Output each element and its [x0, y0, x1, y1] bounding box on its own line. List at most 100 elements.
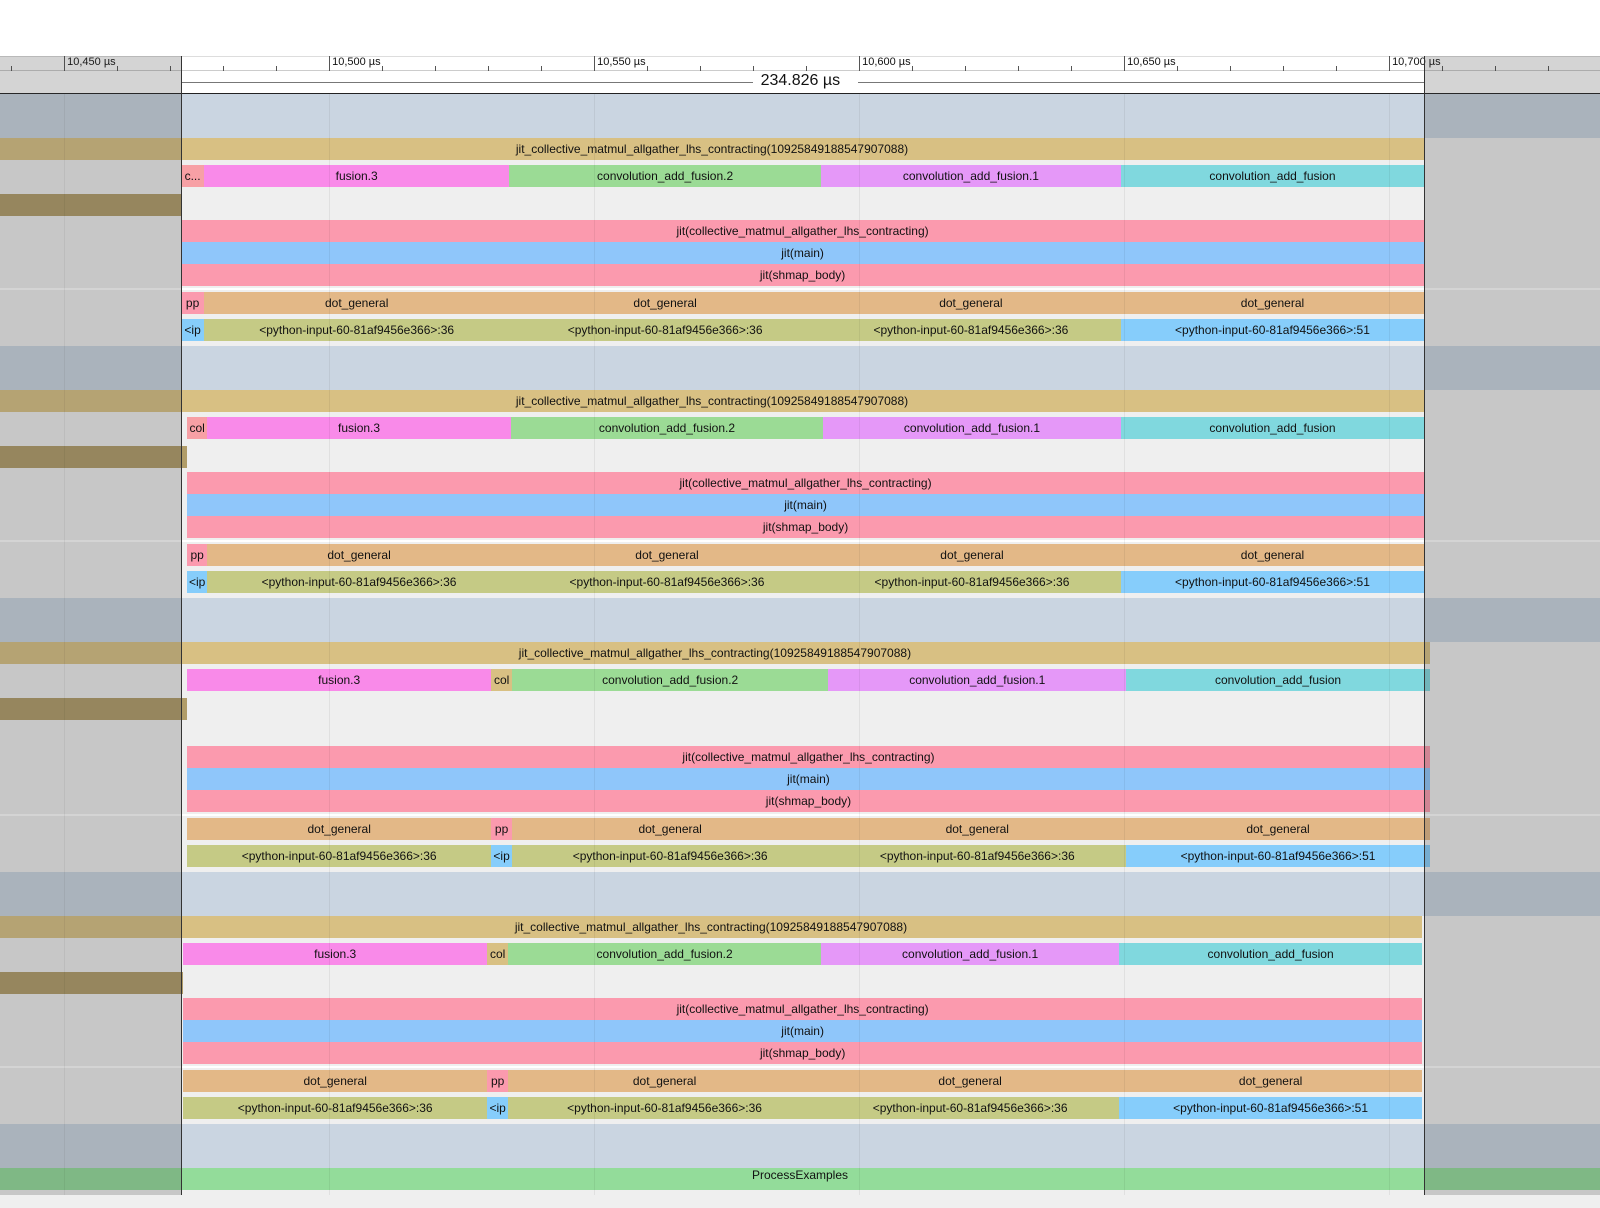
ruler-label: 10,700 µs	[1389, 56, 1441, 70]
op-slice[interactable]: convolution_add_fusion.2	[508, 943, 821, 965]
ruler-tick	[11, 66, 13, 71]
dot-track: dot_general pp dot_general dot_general dot_g…	[0, 816, 1600, 843]
ruler-label: 10,450 µs	[64, 56, 116, 70]
python-slice[interactable]: <python-input-60-81af9456e366>:51	[1120, 571, 1425, 593]
jit-slice[interactable]: jit(shmap_body)	[183, 1042, 1422, 1064]
ruler-tick	[488, 66, 490, 71]
dot-slice[interactable]: dot_general	[1126, 818, 1430, 840]
module-slice[interactable]: jit_collective_matmul_allgather_lhs_cont…	[0, 916, 1422, 938]
python-slice[interactable]: <python-input-60-81af9456e366>:36	[823, 571, 1121, 593]
dot-slice[interactable]: dot_general	[1120, 544, 1425, 566]
op-slice[interactable]: convolution_add_fusion.1	[823, 417, 1121, 439]
python-slice[interactable]: <python-input-60-81af9456e366>:36	[820, 319, 1121, 341]
op-slice[interactable]: convolution_add_fusion	[1119, 943, 1422, 965]
python-slice[interactable]: <python-input-60-81af9456e366>:36	[187, 845, 492, 867]
dot-slice[interactable]: pp	[491, 818, 512, 840]
ops-track: fusion.3 col convolution_add_fusion.2 convo…	[0, 941, 1600, 970]
python-slice[interactable]: <python-input-60-81af9456e366>:51	[1119, 1097, 1422, 1119]
op-slice[interactable]: col	[187, 417, 208, 439]
python-slice[interactable]: <python-input-60-81af9456e366>:36	[509, 319, 821, 341]
op-slice[interactable]: fusion.3	[187, 669, 492, 691]
ruler-tick	[753, 66, 755, 71]
ruler-tick	[276, 66, 278, 71]
dot-slice[interactable]: dot_general	[828, 818, 1127, 840]
dot-slice[interactable]: dot_general	[510, 544, 824, 566]
dot-slice[interactable]: dot_general	[204, 292, 510, 314]
dot-slice[interactable]: dot_general	[207, 544, 511, 566]
jit-slice[interactable]: jit(shmap_body)	[181, 264, 1425, 286]
op-slice[interactable]: c...	[181, 165, 205, 187]
python-slice[interactable]: <python-input-60-81af9456e366>:36	[508, 1097, 821, 1119]
module-slice[interactable]: jit_collective_matmul_allgather_lhs_cont…	[0, 642, 1430, 664]
python-slice[interactable]: <python-input-60-81af9456e366>:36	[510, 571, 824, 593]
dot-slice[interactable]: dot_general	[508, 1070, 821, 1092]
selection-start-handle[interactable]	[181, 56, 183, 1195]
dot-slice[interactable]: pp	[187, 544, 208, 566]
python-slice[interactable]: <python-input-60-81af9456e366>:36	[183, 1097, 488, 1119]
dot-slice[interactable]: dot_general	[820, 1070, 1120, 1092]
empty-track	[0, 970, 1600, 996]
ops-track: col fusion.3 convolution_add_fusion.2 convo…	[0, 415, 1600, 444]
op-slice[interactable]: convolution_add_fusion.1	[820, 165, 1121, 187]
measure-arrow-left	[181, 82, 753, 83]
dot-slice[interactable]: pp	[487, 1070, 509, 1092]
python-slice[interactable]: <ip	[181, 319, 205, 341]
dot-slice[interactable]: dot_general	[511, 818, 829, 840]
dot-slice[interactable]: dot_general	[509, 292, 821, 314]
op-slice[interactable]: fusion.3	[204, 165, 510, 187]
trace-tracks[interactable]: jit_collective_matmul_allgather_lhs_cont…	[0, 94, 1600, 1208]
jit-slice[interactable]: jit(main)	[187, 494, 1425, 516]
python-slice[interactable]: <python-input-60-81af9456e366>:51	[1120, 319, 1425, 341]
dot-track: pp dot_general dot_general dot_general dot_g…	[0, 290, 1600, 317]
jit-slice[interactable]: jit(main)	[183, 1020, 1422, 1042]
python-slice[interactable]: <python-input-60-81af9456e366>:36	[828, 845, 1127, 867]
python-slice[interactable]: <python-input-60-81af9456e366>:36	[820, 1097, 1120, 1119]
python-slice[interactable]: <python-input-60-81af9456e366>:36	[511, 845, 829, 867]
time-ruler[interactable]: 10,450 µs 10,500 µs 10,550 µs 10,600 µs 10,6…	[0, 56, 1600, 71]
op-slice[interactable]: convolution_add_fusion	[1120, 417, 1425, 439]
process-band	[0, 1124, 1600, 1168]
module-slice[interactable]: jit_collective_matmul_allgather_lhs_cont…	[0, 390, 1425, 412]
ruler-tick	[1495, 66, 1497, 71]
jit-slice[interactable]: jit(main)	[187, 768, 1430, 790]
op-slice[interactable]: col	[487, 943, 509, 965]
python-slice[interactable]: <python-input-60-81af9456e366>:51	[1126, 845, 1430, 867]
python-slice[interactable]: <python-input-60-81af9456e366>:36	[207, 571, 511, 593]
python-slice[interactable]: <python-input-60-81af9456e366>:36	[204, 319, 510, 341]
dot-slice[interactable]: dot_general	[823, 544, 1121, 566]
op-slice[interactable]: fusion.3	[207, 417, 511, 439]
module-bar-left	[0, 698, 188, 720]
dot-slice[interactable]: pp	[181, 292, 205, 314]
dot-slice[interactable]: dot_general	[187, 818, 492, 840]
jit-slice[interactable]: jit(main)	[181, 242, 1425, 264]
jit-slice[interactable]: jit(collective_matmul_allgather_lhs_cont…	[187, 746, 1430, 768]
dot-slice[interactable]: dot_general	[1119, 1070, 1422, 1092]
python-slice[interactable]: <ip	[491, 845, 512, 867]
python-slice[interactable]: <ip	[187, 571, 208, 593]
process-examples-slice[interactable]: ProcessExamples	[0, 1168, 1600, 1190]
op-slice[interactable]: convolution_add_fusion.1	[820, 943, 1120, 965]
op-slice[interactable]: fusion.3	[183, 943, 488, 965]
empty-track	[0, 192, 1600, 218]
op-slice[interactable]: convolution_add_fusion	[1126, 669, 1430, 691]
op-slice[interactable]: convolution_add_fusion.2	[511, 669, 829, 691]
op-slice[interactable]: convolution_add_fusion.2	[510, 417, 824, 439]
dot-slice[interactable]: dot_general	[1120, 292, 1425, 314]
jit-slice[interactable]: jit(shmap_body)	[187, 516, 1425, 538]
python-slice[interactable]: <ip	[487, 1097, 509, 1119]
op-slice[interactable]: col	[491, 669, 512, 691]
op-slice[interactable]: convolution_add_fusion.2	[509, 165, 821, 187]
dot-track: dot_general pp dot_general dot_general dot_g…	[0, 1068, 1600, 1095]
ops-track: fusion.3 col convolution_add_fusion.2 convo…	[0, 667, 1600, 696]
selection-end-handle[interactable]	[1424, 56, 1426, 1195]
op-slice[interactable]: convolution_add_fusion.1	[828, 669, 1127, 691]
dot-slice[interactable]: dot_general	[183, 1070, 488, 1092]
op-slice[interactable]: convolution_add_fusion	[1120, 165, 1425, 187]
module-slice[interactable]: jit_collective_matmul_allgather_lhs_cont…	[0, 138, 1425, 160]
jit-slice[interactable]: jit(collective_matmul_allgather_lhs_cont…	[187, 472, 1425, 494]
dot-slice[interactable]: dot_general	[820, 292, 1121, 314]
jit-slice[interactable]: jit(collective_matmul_allgather_lhs_cont…	[181, 220, 1425, 242]
jit-slice[interactable]: jit(shmap_body)	[187, 790, 1430, 812]
jit-track: jit(collective_matmul_allgather_lhs_cont…	[0, 218, 1600, 288]
jit-slice[interactable]: jit(collective_matmul_allgather_lhs_cont…	[183, 998, 1422, 1020]
